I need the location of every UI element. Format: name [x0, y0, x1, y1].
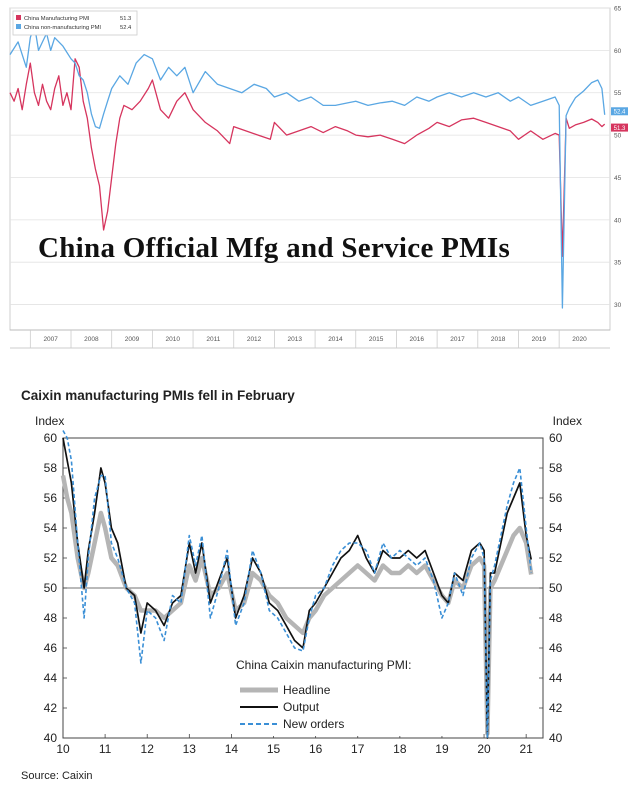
caixin-ytick-label-left: 44 [44, 671, 58, 685]
caixin-xtick-label: 19 [435, 742, 449, 756]
legend-label-new-orders: New orders [283, 717, 344, 731]
official-pmi-ytick-label: 35 [614, 260, 622, 267]
caixin-xtick-label: 10 [56, 742, 70, 756]
official-pmi-xtick-label: 2010 [165, 336, 180, 343]
caixin-xtick-label: 12 [141, 742, 155, 756]
caixin-xtick-label: 13 [183, 742, 197, 756]
official-pmi-series-line [9, 24, 606, 309]
official-pmi-last-value-badge [611, 123, 628, 132]
caixin-xtick-label: 20 [477, 742, 491, 756]
caixin-ytick-label-left: 50 [44, 581, 58, 595]
official-pmi-last-value-label: 51.3 [614, 126, 626, 132]
caixin-ytick-label-right: 50 [549, 581, 563, 595]
legend-swatch-nonmanufacturing [16, 24, 21, 29]
official-pmi-ytick-label: 50 [614, 133, 622, 140]
official-pmi-plot-area [9, 7, 611, 331]
caixin-ytick-label-left: 52 [44, 551, 58, 565]
official-pmi-xtick-label: 2016 [410, 336, 425, 343]
caixin-source-note: Source: Caixin [21, 770, 93, 782]
caixin-xtick-label: 14 [225, 742, 239, 756]
official-pmi-ytick-label: 55 [614, 90, 622, 97]
official-pmi-xtick-label: 2014 [328, 336, 343, 343]
caixin-xtick-label: 11 [99, 742, 112, 756]
official-pmi-xtick-label: 2018 [491, 336, 506, 343]
caixin-ytick-label-left: 48 [44, 611, 58, 625]
official-pmi-xtick-label: 2020 [572, 336, 587, 343]
legend-value-nonmanufacturing: 52.4 [120, 25, 132, 31]
official-pmi-xtick-label: 2012 [247, 336, 262, 343]
official-pmi-legend: China Manufacturing PMI 51.3 China non-m… [12, 10, 138, 36]
caixin-series-line-new-orders [62, 430, 532, 739]
legend-label-nonmanufacturing: China non-manufacturing PMI [24, 25, 101, 31]
caixin-ytick-label-right: 60 [549, 431, 563, 445]
official-pmi-xtick-label: 2017 [450, 336, 465, 343]
caixin-pmi-chart: Index Index 40 40 42 42 44 44 46 46 48 48 50 50 52 52… [35, 414, 582, 756]
official-pmi-xtick-label: 2009 [125, 336, 140, 343]
caixin-ytick-label-right: 52 [549, 551, 563, 565]
official-pmi-title: China Official Mfg and Service PMIs [38, 232, 511, 264]
caixin-ytick-label-left: 54 [44, 521, 58, 535]
caixin-xtick-label: 17 [351, 742, 365, 756]
caixin-ytick-label-right: 46 [549, 641, 563, 655]
legend-label-manufacturing: China Manufacturing PMI [24, 16, 90, 22]
caixin-ytick-label-right: 48 [549, 611, 563, 625]
caixin-ytick-label-right: 42 [549, 701, 563, 715]
official-pmi-ytick-label: 45 [614, 175, 622, 182]
caixin-ylabel-left: Index [35, 414, 64, 428]
caixin-xtick-label: 15 [267, 742, 281, 756]
caixin-ytick-label-right: 58 [549, 461, 563, 475]
official-pmi-series-line [9, 58, 606, 257]
caixin-ytick-label-left: 46 [44, 641, 58, 655]
official-pmi-chart: 30 35 40 45 50 55 60 65 2007 2008 2009 2010 2011 201… [9, 6, 628, 349]
official-pmi-ytick-label: 40 [614, 217, 622, 224]
caixin-ytick-label-left: 58 [44, 461, 58, 475]
caixin-ytick-label-left: 40 [44, 731, 58, 745]
caixin-chart-title: Caixin manufacturing PMIs fell in Februa… [21, 388, 295, 403]
caixin-chart-panel: Index Index 40 40 42 42 44 44 46 46 48 48 50 50 52 52… [0, 380, 643, 792]
official-pmi-ytick-label: 60 [614, 48, 622, 55]
caixin-ytick-label-left: 42 [44, 701, 58, 715]
official-pmi-xtick-label: 2007 [43, 336, 58, 343]
caixin-ytick-label-right: 54 [549, 521, 563, 535]
caixin-xtick-label: 16 [309, 742, 323, 756]
legend-label-headline: Headline [283, 683, 331, 697]
official-pmi-xtick-label: 2015 [369, 336, 384, 343]
legend-swatch-manufacturing [16, 15, 21, 20]
caixin-ytick-label-right: 56 [549, 491, 563, 505]
caixin-ytick-label-right: 40 [549, 731, 563, 745]
caixin-ylabel-right: Index [553, 414, 582, 428]
legend-value-manufacturing: 51.3 [120, 16, 131, 22]
official-pmi-last-value-label: 52.4 [614, 110, 626, 116]
caixin-ytick-label-left: 60 [44, 431, 58, 445]
caixin-legend: China Caixin manufacturing PMI: Headline… [232, 654, 468, 736]
official-pmi-last-value-badge [611, 107, 628, 116]
official-pmi-xtick-label: 2013 [288, 336, 303, 343]
official-pmi-xtick-label: 2011 [206, 336, 220, 343]
caixin-xtick-label: 18 [393, 742, 407, 756]
official-pmi-xtick-label: 2019 [532, 336, 547, 343]
caixin-ytick-label-left: 56 [44, 491, 58, 505]
caixin-ytick-label-right: 44 [549, 671, 563, 685]
caixin-xtick-label: 21 [519, 742, 533, 756]
legend-label-output: Output [283, 700, 320, 714]
caixin-legend-title: China Caixin manufacturing PMI: [236, 658, 411, 672]
official-pmi-ytick-label: 30 [614, 302, 622, 309]
official-pmi-xtick-label: 2008 [84, 336, 99, 343]
official-pmi-ytick-label: 65 [614, 6, 622, 13]
